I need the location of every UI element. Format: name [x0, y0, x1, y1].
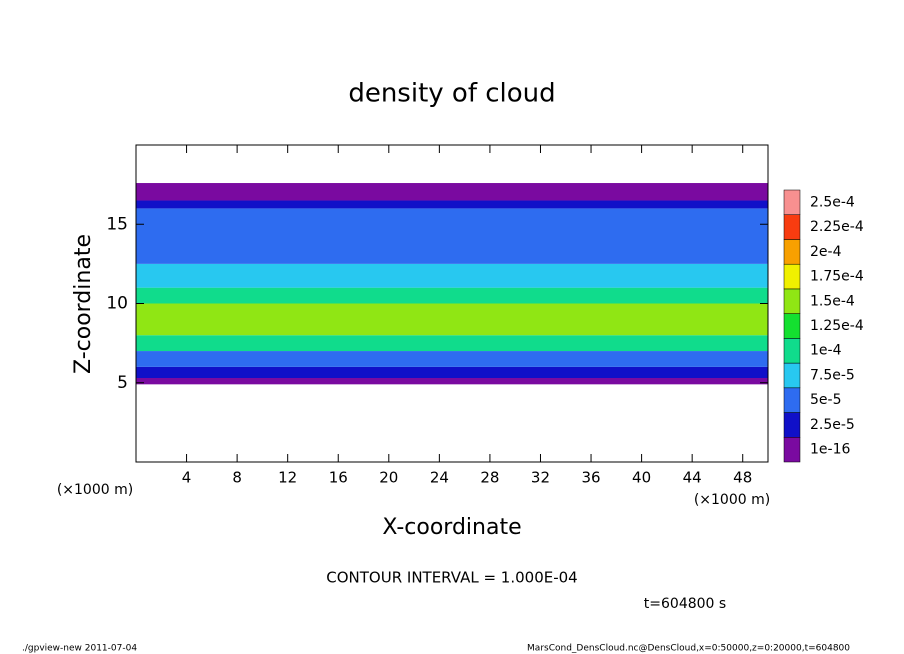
colorbar-label: 2.5e-4 — [810, 194, 855, 210]
colorbar-swatch — [783, 412, 801, 438]
x-tick-label: 8 — [232, 469, 242, 487]
density-band — [136, 183, 768, 201]
x-tick-label: 24 — [430, 469, 449, 487]
x-unit: (×1000 m) — [57, 482, 133, 498]
colorbar-label: 1.25e-4 — [810, 318, 864, 334]
colorbar-swatch — [783, 214, 801, 240]
colorbar-label: 2e-4 — [810, 244, 842, 260]
x-tick-label: 28 — [480, 469, 499, 487]
x-unit: (×1000 m) — [694, 492, 770, 508]
colorbar-swatch — [783, 239, 801, 265]
colorbar-label: 5e-5 — [810, 392, 841, 408]
x-tick-label: 12 — [278, 469, 297, 487]
colorbar-swatch — [783, 437, 801, 463]
colorbar-label: 1e-16 — [810, 442, 850, 458]
x-axis-label: X-coordinate — [382, 515, 521, 540]
y-tick-label: 5 — [117, 373, 128, 393]
y-tick-label: 10 — [106, 294, 128, 314]
colorbar-label: 1.5e-4 — [810, 293, 855, 309]
density-band — [136, 351, 768, 367]
colorbar-label: 2.25e-4 — [810, 219, 864, 235]
colorbar-swatch — [783, 387, 801, 413]
colorbar-label: 1e-4 — [810, 343, 842, 359]
colorbar-label: 2.5e-5 — [810, 417, 855, 433]
colorbar-swatch — [783, 362, 801, 389]
x-tick-label: 16 — [329, 469, 348, 487]
x-tick-label: 44 — [683, 469, 702, 487]
x-tick-label: 4 — [182, 469, 192, 487]
colorbar-label: 7.5e-5 — [810, 367, 855, 383]
density-band — [136, 366, 768, 378]
chart-title: density of cloud — [348, 79, 555, 109]
footer-left: ./gpview-new 2011-07-04 — [22, 644, 137, 654]
colorbar-swatch — [783, 189, 801, 215]
density-band — [136, 208, 768, 264]
colorbar-swatch — [783, 313, 801, 339]
time-note: t=604800 s — [644, 596, 726, 612]
colorbar-swatch — [783, 338, 801, 364]
colorbar-label: 1.75e-4 — [810, 269, 864, 285]
colorbar-swatch — [783, 288, 801, 314]
footer-right: MarsCond_DensCloud.nc@DensCloud,x=0:5000… — [527, 644, 850, 654]
density-band — [136, 200, 768, 209]
density-band — [136, 335, 768, 352]
x-tick-label: 20 — [379, 469, 398, 487]
density-band — [136, 303, 768, 336]
x-tick-label: 36 — [581, 469, 600, 487]
x-tick-label: 48 — [733, 469, 752, 487]
density-band — [136, 263, 768, 288]
x-tick-label: 32 — [531, 469, 550, 487]
x-tick-label: 40 — [632, 469, 651, 487]
contour-note: CONTOUR INTERVAL = 1.000E-04 — [326, 569, 577, 587]
y-axis-label: Z-coordinate — [71, 234, 96, 374]
colorbar-swatch — [783, 263, 801, 290]
y-tick-label: 15 — [106, 214, 128, 234]
density-band — [136, 377, 768, 385]
density-band — [136, 287, 768, 304]
